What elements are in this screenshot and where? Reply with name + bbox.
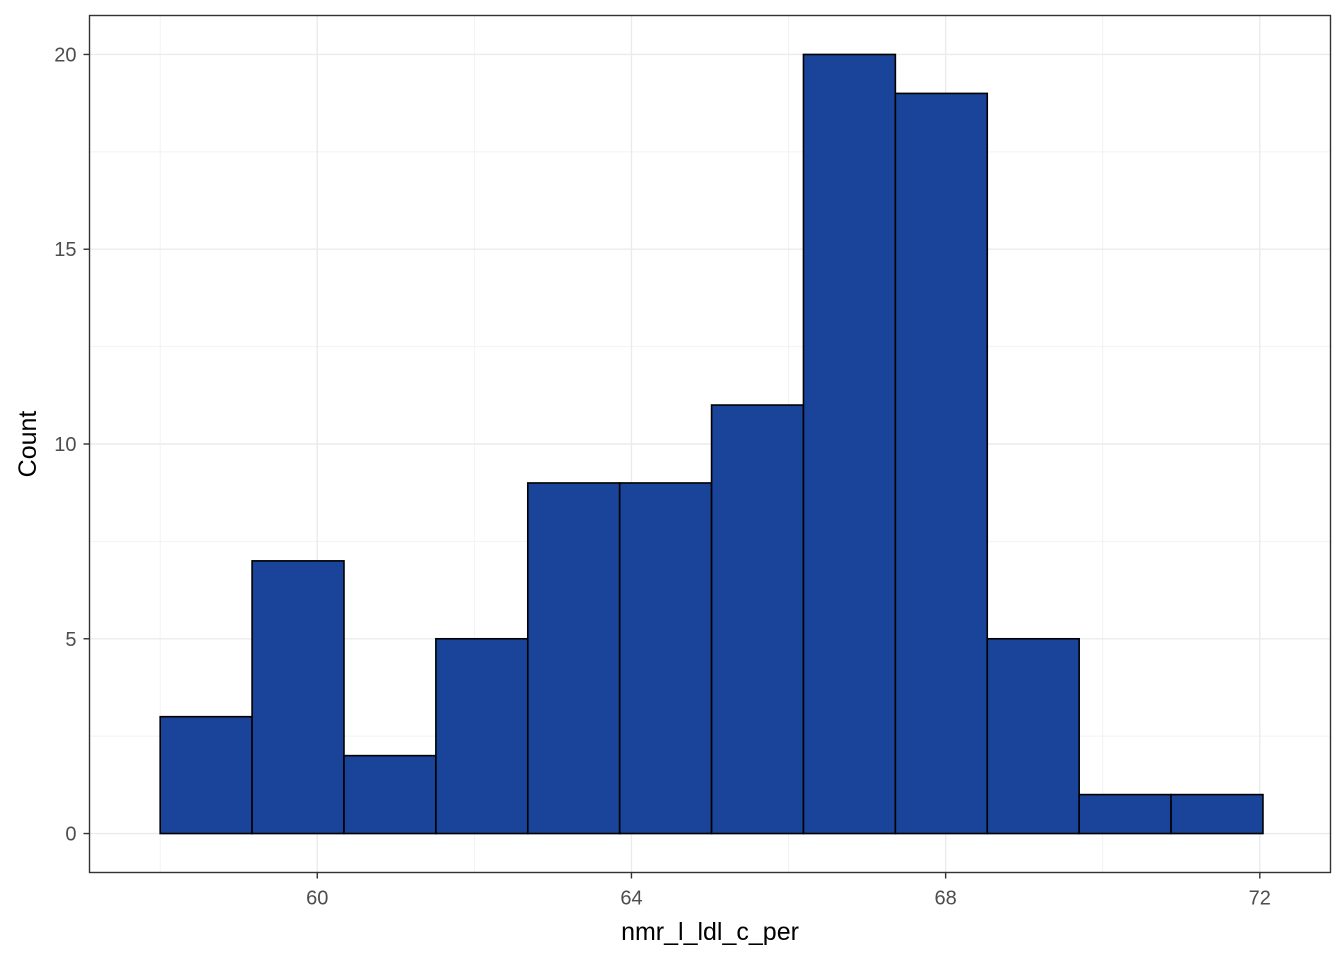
histogram-bar: [435, 637, 529, 835]
y-tick-label: 10: [54, 434, 76, 456]
histogram-bar: [159, 715, 253, 835]
x-tick-label: 72: [1249, 888, 1271, 910]
histogram-bar: [251, 560, 345, 835]
histogram-bars: [159, 53, 1264, 835]
histogram-bar: [1170, 793, 1264, 835]
histogram-bar: [894, 92, 989, 835]
y-tick-label: 15: [54, 239, 76, 261]
y-tick-label: 0: [65, 824, 76, 846]
histogram-bar: [710, 404, 805, 835]
histogram-bar: [802, 53, 897, 835]
x-tick-label: 60: [306, 888, 328, 910]
x-axis-title: nmr_l_ldl_c_per: [621, 918, 799, 946]
histogram-bar: [986, 637, 1080, 835]
axis-ticks: 60 64 68 72 0 5 10 15 20: [54, 44, 1271, 909]
histogram-bar: [526, 482, 621, 835]
histogram-bar: [618, 482, 713, 835]
histogram-bar: [343, 754, 437, 835]
x-tick-label: 68: [935, 888, 957, 910]
y-axis-title: Count: [14, 411, 42, 478]
y-tick-label: 20: [54, 44, 76, 66]
y-tick-label: 5: [65, 629, 76, 651]
x-tick-label: 64: [620, 888, 642, 910]
histogram-bar: [1078, 793, 1172, 835]
